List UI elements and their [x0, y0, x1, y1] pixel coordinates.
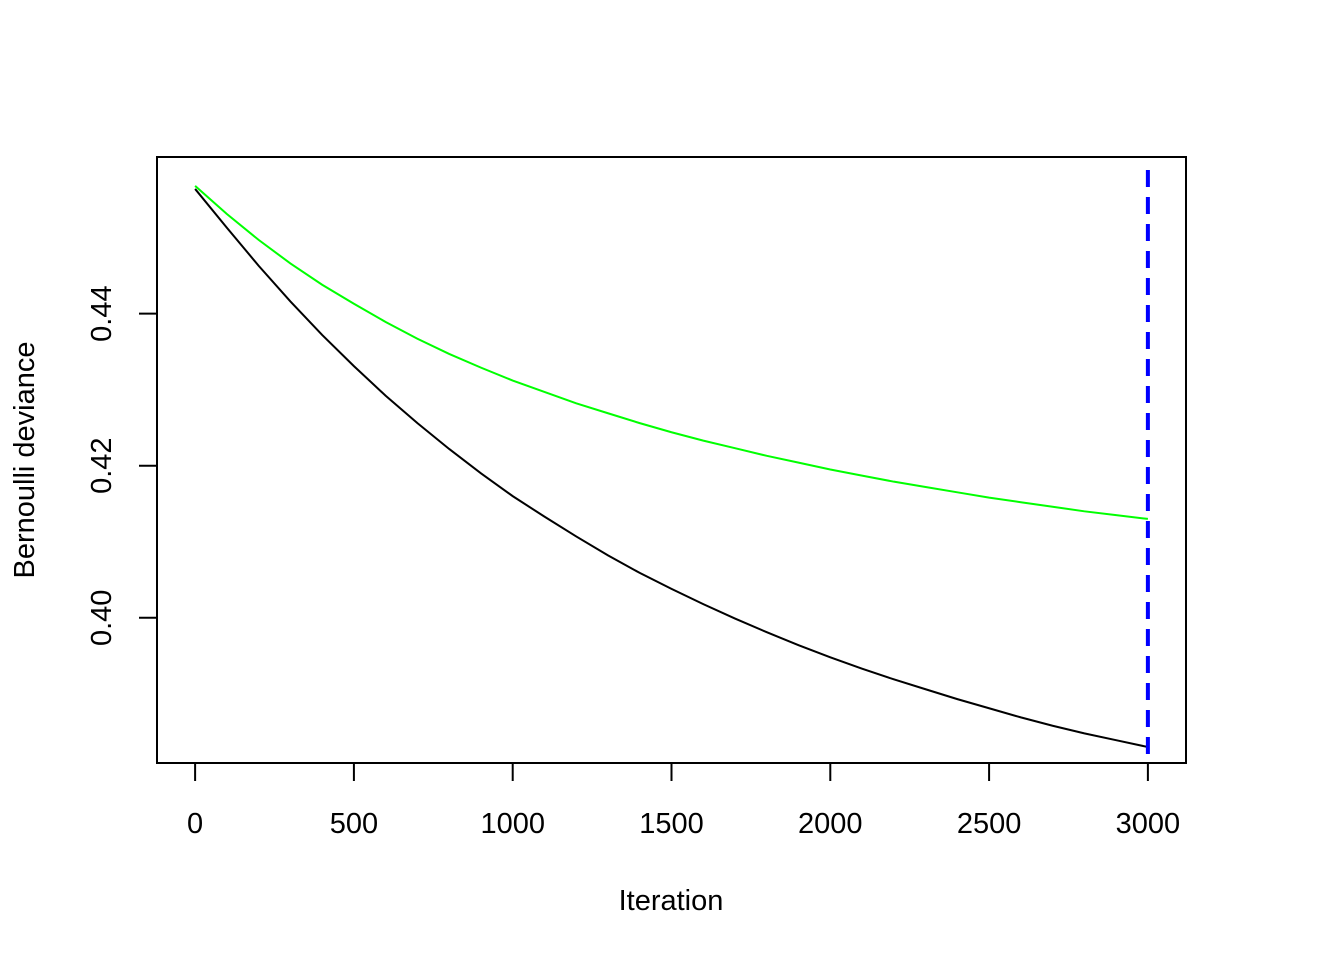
y-tick-label: 0.44	[86, 285, 118, 341]
x-tick-label: 1500	[639, 808, 704, 840]
series-layer	[194, 185, 1149, 749]
x-tick-label: 0	[187, 808, 203, 840]
y-axis: 0.40 0.42 0.44	[86, 285, 158, 646]
x-tick-label: 500	[330, 808, 378, 840]
series-line-0	[194, 188, 1149, 749]
y-tick-label: 0.42	[86, 437, 118, 493]
series-line-1	[194, 185, 1149, 520]
x-tick-label: 3000	[1116, 808, 1181, 840]
x-tick-label: 1000	[480, 808, 545, 840]
y-axis-title: Bernoulli deviance	[9, 342, 41, 579]
y-tick-label: 0.40	[86, 590, 118, 646]
x-axis: 0 500 1000 1500 2000 2500 3000	[187, 762, 1181, 840]
x-tick-label: 2000	[798, 808, 863, 840]
x-tick-label: 2500	[957, 808, 1022, 840]
x-axis-title: Iteration	[619, 885, 724, 917]
